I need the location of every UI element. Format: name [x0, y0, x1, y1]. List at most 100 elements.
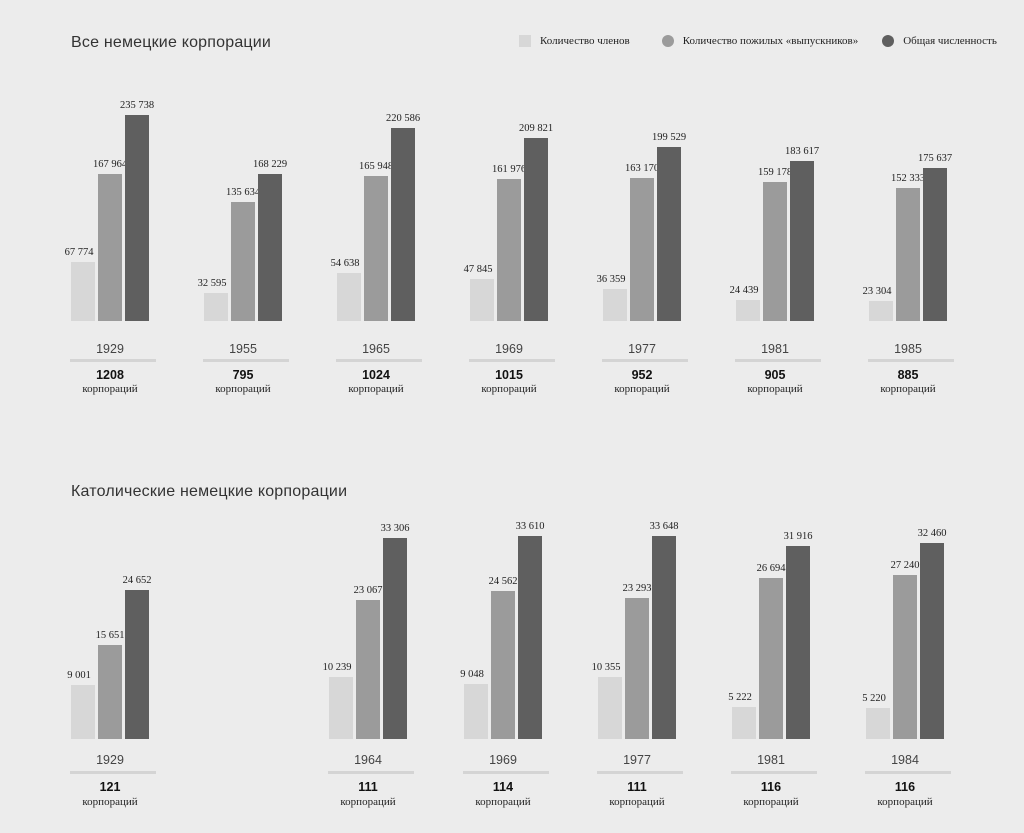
category-underline [336, 359, 422, 362]
corporation-count: 1015 [495, 368, 523, 382]
bar [518, 536, 542, 739]
corporation-count-unit: корпораций [348, 383, 404, 395]
category-underline [328, 771, 414, 774]
corporation-count: 1208 [96, 368, 124, 382]
chart-title-catholic: Католические немецкие корпорации [71, 483, 348, 500]
corporation-count: 885 [897, 368, 919, 382]
corporation-count-unit: корпораций [82, 796, 138, 808]
data-label: 5 220 [862, 692, 886, 704]
data-label: 15 651 [95, 629, 125, 641]
data-label: 10 355 [591, 661, 621, 673]
data-label: 10 239 [322, 662, 352, 674]
bar [603, 289, 627, 321]
data-label: 152 333 [890, 172, 926, 184]
bar [657, 146, 681, 321]
bar [625, 598, 649, 739]
category-underline [597, 771, 683, 774]
corporation-count: 905 [764, 368, 786, 382]
legend-item-total: Общая численность [882, 35, 997, 47]
data-label: 32 595 [197, 277, 227, 289]
category-underline [868, 359, 954, 362]
data-label: 24 652 [122, 575, 152, 587]
category-underline [731, 771, 817, 774]
legend-label: Общая численность [903, 35, 997, 47]
legend-item-members: Количество членов [519, 35, 630, 47]
corporation-count: 121 [99, 780, 121, 794]
x-tick-label: 1977 [628, 342, 656, 356]
data-label: 9 048 [460, 669, 484, 681]
bar [652, 536, 676, 739]
corporation-count: 1024 [362, 368, 390, 382]
bar [759, 577, 783, 739]
data-label: 5 222 [728, 692, 752, 704]
corporation-count-unit: корпораций [877, 796, 933, 808]
bar [464, 684, 488, 739]
data-label: 27 240 [890, 559, 920, 571]
x-tick-label: 1985 [894, 342, 922, 356]
corporation-count-unit: корпораций [880, 383, 936, 395]
data-label: 9 001 [67, 669, 91, 681]
corporation-count: 111 [627, 780, 647, 794]
bar [736, 299, 760, 321]
category-underline [463, 771, 549, 774]
data-label: 23 293 [622, 583, 652, 595]
bar [337, 273, 361, 321]
x-tick-label: 1981 [757, 753, 785, 767]
bar [790, 160, 814, 321]
corporation-count: 111 [358, 780, 378, 794]
x-tick-label: 1929 [96, 753, 124, 767]
bar [391, 128, 415, 321]
data-label: 23 067 [353, 584, 383, 596]
bar [231, 202, 255, 321]
corporation-count: 116 [760, 780, 782, 794]
bar [920, 543, 944, 739]
data-label: 23 304 [862, 285, 892, 297]
category-underline [70, 771, 156, 774]
corporation-count-unit: корпораций [614, 383, 670, 395]
data-label: 165 948 [358, 160, 394, 172]
bar [98, 644, 122, 739]
legend-circle-icon [882, 35, 895, 47]
corporation-count-unit: корпораций [747, 383, 803, 395]
x-tick-label: 1977 [623, 753, 651, 767]
data-label: 26 694 [756, 562, 786, 574]
bar [866, 707, 890, 739]
legend-item-alumni: Количество пожилых «выпускников» [661, 35, 859, 47]
bar [470, 279, 494, 321]
bar [204, 292, 228, 321]
bar [893, 574, 917, 739]
corporation-count-unit: корпораций [743, 796, 799, 808]
data-label: 32 460 [917, 528, 947, 540]
corporation-count: 795 [232, 368, 254, 382]
x-tick-label: 1969 [489, 753, 517, 767]
data-label: 33 306 [380, 523, 410, 535]
bar [869, 300, 893, 321]
x-tick-label: 1964 [354, 753, 382, 767]
bar [491, 590, 515, 739]
x-tick-label: 1929 [96, 342, 124, 356]
corporation-count-unit: корпораций [82, 383, 138, 395]
legend-square-icon [519, 35, 531, 47]
data-label: 168 229 [252, 158, 288, 170]
corporation-count-unit: корпораций [340, 796, 396, 808]
data-label: 209 821 [518, 122, 554, 134]
data-label: 33 610 [515, 521, 545, 533]
data-label: 24 439 [729, 284, 759, 296]
corporation-count: 114 [492, 780, 514, 794]
legend-label: Количество членов [540, 35, 630, 47]
legend: Количество членов Количество пожилых «вы… [519, 35, 1015, 47]
data-label: 175 637 [917, 152, 953, 164]
legend-label: Количество пожилых «выпускников» [682, 35, 859, 47]
corporation-count: 952 [631, 368, 653, 382]
chart-title-all: Все немецкие корпорации [71, 34, 272, 51]
bar [786, 546, 810, 739]
category-underline [469, 359, 555, 362]
data-label: 36 359 [596, 274, 626, 286]
bar [98, 174, 122, 321]
bar [383, 538, 407, 739]
data-label: 54 638 [330, 258, 360, 270]
data-label: 163 170 [624, 163, 660, 175]
bar [763, 181, 787, 321]
data-label: 135 634 [225, 187, 261, 199]
data-label: 47 845 [463, 264, 493, 276]
